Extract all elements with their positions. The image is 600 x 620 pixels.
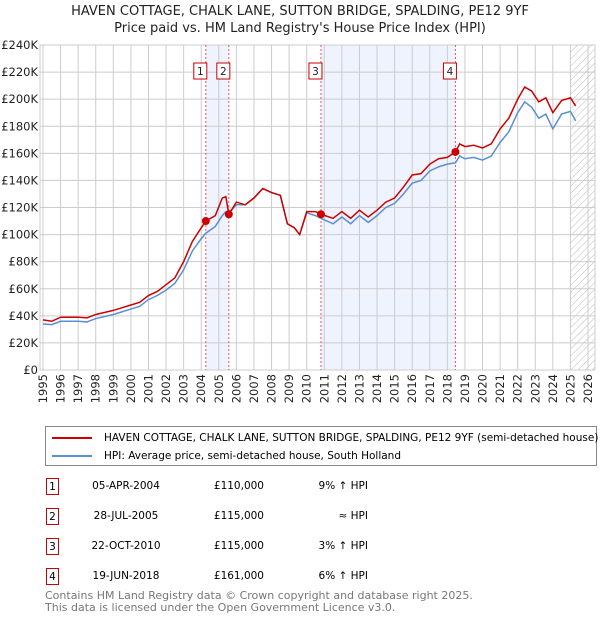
transaction-row: 4 19-JUN-2018 £161,000 6% ↑ HPI — [46, 568, 376, 586]
transaction-number: 3 — [46, 538, 59, 555]
x-tick-label: 2004 — [194, 374, 208, 403]
x-tick-label: 2003 — [177, 374, 191, 403]
transaction-hpi: 9% ↑ HPI — [318, 480, 368, 492]
legend-hpi-label: HPI: Average price, semi-detached house,… — [104, 450, 401, 462]
transaction-number: 4 — [46, 568, 59, 585]
x-tick-label: 1996 — [54, 374, 68, 403]
x-tick-label: 1995 — [36, 374, 50, 403]
footer-licence: This data is licensed under the Open Gov… — [45, 601, 396, 614]
chart-subtitle: Price paid vs. HM Land Registry's House … — [114, 21, 486, 36]
x-tick-label: 2020 — [476, 374, 490, 403]
transaction-date: 22-OCT-2010 — [91, 540, 161, 552]
transaction-hpi: 3% ↑ HPI — [318, 540, 368, 552]
sale-label-box — [442, 62, 457, 80]
x-tick-label: 2022 — [511, 374, 525, 403]
transaction-date: 28-JUL-2005 — [93, 510, 159, 522]
footer-copyright: Contains HM Land Registry data © Crown c… — [45, 589, 473, 602]
x-tick-label: 2010 — [300, 374, 314, 403]
transaction-number: 2 — [46, 508, 59, 525]
sale-label: 2 — [220, 66, 227, 78]
x-tick-label: 2006 — [229, 374, 243, 403]
legend-item-property: HAVEN COTTAGE, CHALK LANE, SUTTON BRIDGE… — [52, 430, 598, 446]
sale-label: 1 — [197, 66, 204, 78]
property-line-swatch — [52, 437, 92, 439]
transaction-price: £110,000 — [213, 480, 264, 492]
transaction-date: 05-APR-2004 — [92, 480, 160, 492]
legend-property-label: HAVEN COTTAGE, CHALK LANE, SUTTON BRIDGE… — [104, 432, 599, 444]
y-tick-label: £100K — [1, 228, 38, 242]
x-tick-label: 2008 — [265, 374, 279, 403]
y-tick-label: £20K — [9, 336, 39, 350]
y-tick-label: £120K — [1, 201, 38, 215]
x-tick-label: 2011 — [317, 374, 331, 403]
x-tick-label: 2009 — [282, 374, 296, 403]
x-tick-label: 2013 — [352, 374, 366, 403]
legend-item-hpi: HPI: Average price, semi-detached house,… — [52, 448, 401, 464]
x-tick-label: 2017 — [423, 374, 437, 403]
x-tick-label: 2005 — [212, 374, 226, 403]
sale-point — [451, 147, 460, 156]
x-tick-label: 2023 — [528, 374, 542, 403]
transaction-row: 2 28-JUL-2005 £115,000 ≈ HPI — [46, 508, 376, 526]
transaction-row: 1 05-APR-2004 £110,000 9% ↑ HPI — [46, 478, 376, 496]
x-tick-label: 2001 — [141, 374, 155, 403]
y-tick-label: £80K — [9, 255, 39, 269]
transaction-date: 19-JUN-2018 — [92, 570, 160, 582]
plot-frame — [39, 44, 596, 371]
sale-label-box — [193, 62, 208, 80]
sale-point — [224, 210, 233, 219]
transaction-hpi: ≈ HPI — [338, 510, 368, 522]
sale-label: 4 — [447, 66, 454, 78]
price-chart: 1995 1996 1997 1998 1999 2000 2001 2002 2003 2004… — [1, 38, 596, 403]
x-tick-label: 2019 — [458, 374, 472, 403]
x-tick-label: 1999 — [106, 374, 120, 403]
y-tick-label: £140K — [1, 173, 38, 187]
y-tick-label: £200K — [1, 92, 38, 106]
transaction-hpi: 6% ↑ HPI — [318, 570, 368, 582]
chart-title: HAVEN COTTAGE, CHALK LANE, SUTTON BRIDGE… — [71, 4, 529, 19]
y-tick-label: £160K — [1, 146, 38, 160]
y-tick-label: £40K — [9, 309, 39, 323]
transaction-price: £115,000 — [213, 510, 264, 522]
x-tick-label: 2025 — [563, 374, 577, 403]
x-tick-label: 2016 — [405, 374, 419, 403]
y-tick-label: £220K — [1, 65, 38, 79]
sale-point — [316, 210, 325, 219]
x-tick-label: 2007 — [247, 374, 261, 403]
sale-label-box — [308, 62, 323, 80]
x-tick-label: 1997 — [71, 374, 85, 403]
sale-label-box — [216, 62, 231, 80]
transaction-price: £161,000 — [213, 570, 264, 582]
sale-point — [201, 217, 210, 226]
x-tick-label: 2018 — [440, 374, 454, 403]
x-tick-label: 2002 — [159, 374, 173, 403]
x-tick-label: 1998 — [89, 374, 103, 403]
hpi-line-swatch — [52, 455, 92, 457]
legend: HAVEN COTTAGE, CHALK LANE, SUTTON BRIDGE… — [45, 426, 598, 466]
transaction-row: 3 22-OCT-2010 £115,000 3% ↑ HPI — [46, 538, 376, 556]
x-tick-label: 2000 — [124, 374, 138, 403]
transaction-price: £115,000 — [213, 540, 264, 552]
x-tick-label: 2015 — [388, 374, 402, 403]
x-tick-label: 2014 — [370, 374, 384, 403]
x-tick-label: 2024 — [546, 374, 560, 403]
x-tick-label: 2012 — [335, 374, 349, 403]
y-tick-label: £240K — [1, 38, 38, 52]
sale-label: 3 — [312, 66, 319, 78]
transaction-number: 1 — [46, 478, 59, 495]
y-tick-label: £180K — [1, 119, 38, 133]
x-tick-label: 2026 — [581, 374, 595, 403]
y-tick-label: £0 — [23, 363, 38, 377]
y-tick-label: £60K — [9, 282, 39, 296]
x-tick-label: 2021 — [493, 374, 507, 403]
property-price-line — [42, 85, 577, 323]
